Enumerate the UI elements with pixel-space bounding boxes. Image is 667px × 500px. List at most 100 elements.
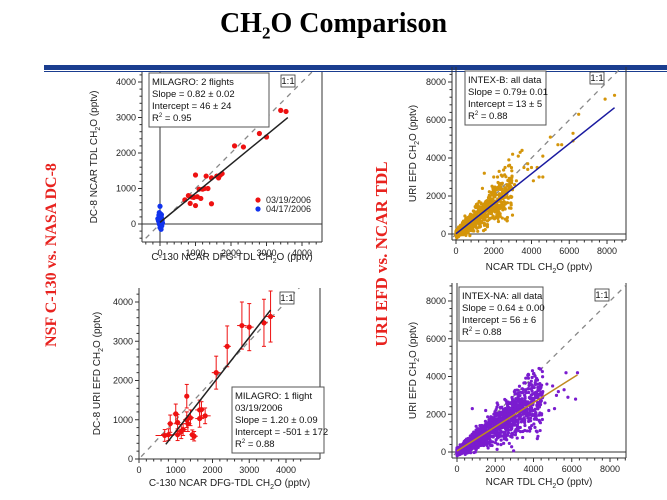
data-point — [515, 418, 520, 422]
y-tick-label: 1000 — [116, 184, 136, 194]
data-point — [528, 395, 532, 399]
x-axis-title: NCAR TDL CH2O (pptv) — [486, 262, 593, 275]
data-point — [524, 388, 528, 392]
x-tick-label: 3000 — [239, 465, 259, 475]
data-point — [507, 441, 511, 446]
x-tick-label: 2000 — [221, 248, 241, 258]
annotation-box — [464, 70, 547, 126]
x-tick-label: 0 — [453, 246, 458, 256]
legend-label: 04/17/2006 — [266, 204, 311, 214]
data-point — [499, 434, 503, 438]
data-point — [509, 195, 513, 199]
data-point — [514, 179, 519, 183]
x-tick-label: 2000 — [202, 465, 222, 475]
data-point — [502, 441, 506, 445]
data-point — [490, 200, 494, 204]
data-point — [521, 387, 525, 392]
x-tick-label: 2000 — [484, 246, 504, 256]
data-point — [495, 215, 499, 220]
data-point — [491, 440, 495, 444]
data-point — [543, 401, 547, 405]
data-point — [517, 425, 521, 430]
data-point — [498, 214, 502, 218]
data-point — [481, 206, 485, 210]
x-tick-label: 0 — [136, 465, 141, 475]
data-point — [526, 167, 530, 171]
data-point — [256, 130, 262, 137]
data-point — [458, 443, 462, 447]
legend-marker — [255, 197, 261, 203]
data-point — [548, 135, 552, 139]
data-point — [483, 419, 488, 423]
data-point — [495, 447, 499, 451]
data-point — [530, 409, 534, 413]
data-point — [478, 207, 482, 211]
data-point — [203, 173, 209, 179]
series-03-19-2006 — [155, 290, 275, 442]
series-04-17-2006 — [155, 203, 166, 232]
data-point — [535, 400, 540, 405]
data-point — [495, 401, 499, 405]
chart-c130-vs-dc8-efd: 0 1000 2000 3000 4000 0 1000 2000 3000 4000 C-130 … — [92, 288, 328, 491]
data-point — [481, 428, 485, 432]
data-point — [174, 419, 181, 426]
data-point — [474, 441, 478, 446]
data-point — [523, 428, 527, 433]
annotation-line: INTEX-B: all data — [468, 75, 542, 86]
data-point — [505, 195, 510, 199]
one-to-one-box — [279, 291, 295, 305]
data-point — [485, 433, 489, 437]
data-point — [502, 168, 506, 172]
data-point — [540, 392, 544, 396]
data-point — [267, 313, 274, 320]
data-point — [500, 418, 504, 422]
data-point — [463, 214, 467, 218]
data-point — [458, 232, 462, 236]
annotation-line: Slope = 1.20 ± 0.09 — [235, 415, 318, 426]
data-point — [524, 391, 529, 395]
data-point — [541, 175, 545, 179]
data-point — [564, 371, 568, 375]
data-point — [509, 206, 513, 210]
data-point — [522, 165, 526, 170]
one-to-one-label: 1:1 — [280, 293, 293, 304]
data-point — [507, 158, 511, 162]
data-point — [521, 435, 525, 440]
data-point — [503, 186, 507, 190]
data-point — [537, 175, 541, 179]
data-point — [506, 164, 511, 168]
data-point — [474, 223, 478, 227]
data-point — [491, 186, 495, 191]
data-point — [474, 445, 478, 450]
data-point — [510, 431, 514, 435]
data-point — [464, 233, 468, 237]
data-point — [551, 384, 555, 388]
data-point — [470, 214, 474, 218]
y-tick-label: 2000 — [113, 376, 133, 386]
y-axis-title: URI EFD CH2O (pptv) — [408, 322, 421, 419]
data-point — [485, 439, 489, 444]
x-tick-label: 2000 — [485, 464, 505, 474]
data-point — [482, 437, 486, 441]
data-point — [494, 430, 498, 435]
fit-line — [455, 107, 616, 235]
data-point — [511, 152, 515, 156]
data-point — [506, 428, 510, 432]
plot-area — [452, 284, 626, 458]
data-point — [492, 175, 496, 179]
one-to-one-box — [280, 74, 296, 88]
data-point — [496, 442, 500, 446]
data-point — [474, 220, 478, 224]
data-point — [512, 449, 516, 453]
y-tick-label: 8000 — [426, 296, 446, 306]
one-to-one-label: 1:1 — [595, 290, 608, 301]
annotation-line: Slope = 0.79± 0.01 — [468, 87, 548, 98]
data-point — [511, 403, 515, 408]
data-point — [513, 433, 518, 437]
data-point — [536, 393, 541, 397]
data-point — [526, 373, 531, 377]
data-point — [485, 225, 489, 229]
data-point — [519, 397, 523, 401]
data-point — [490, 193, 494, 197]
data-point — [603, 97, 607, 101]
